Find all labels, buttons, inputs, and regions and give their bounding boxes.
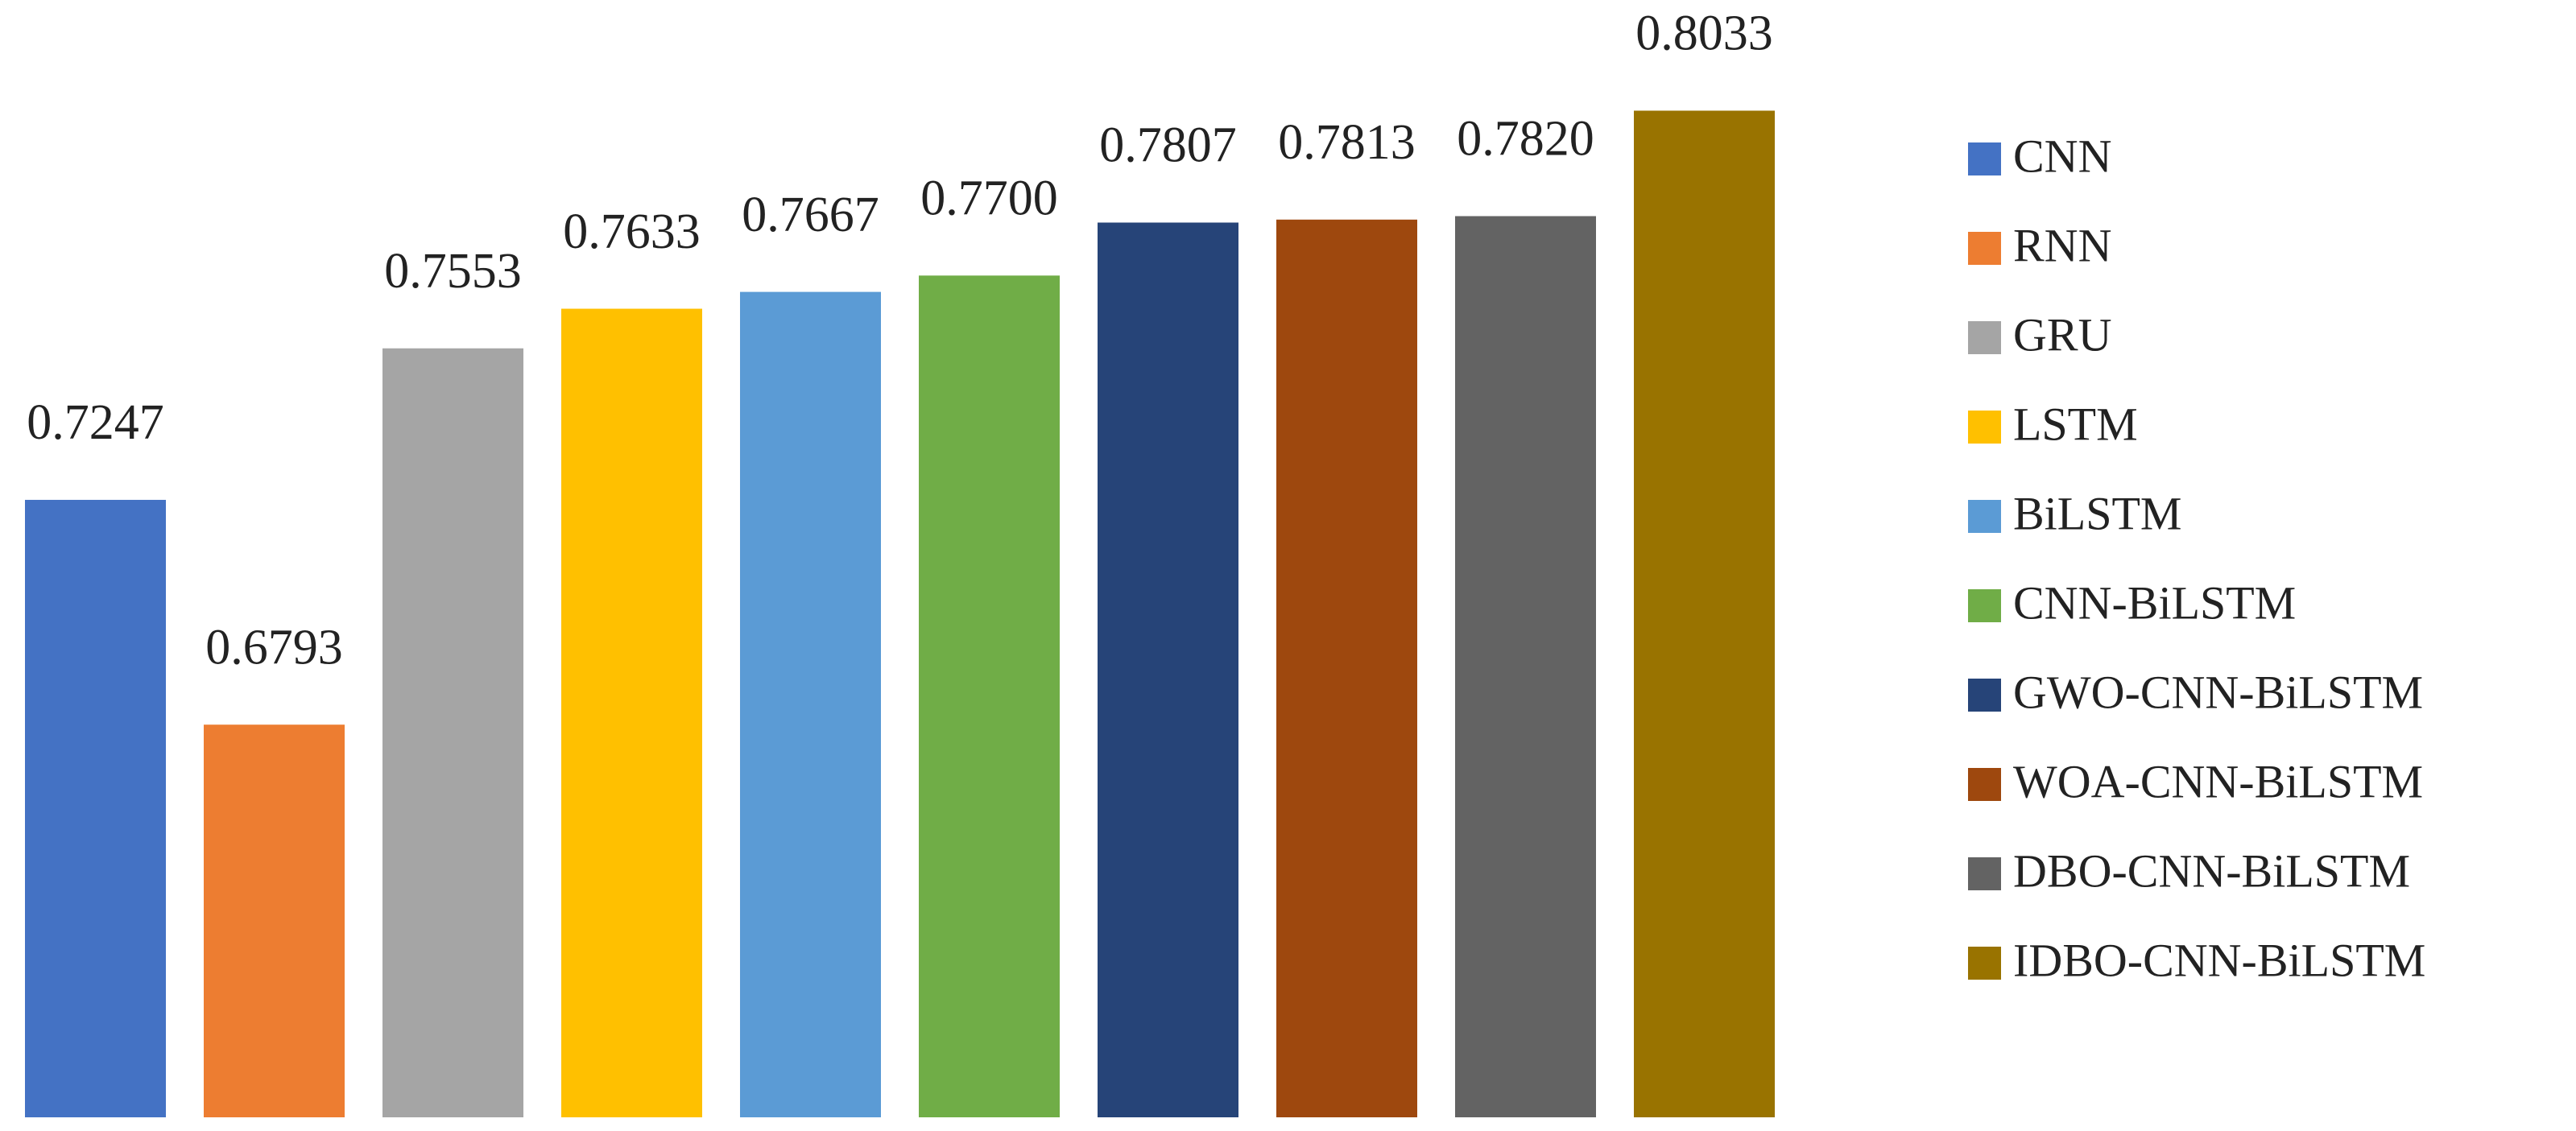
legend-swatch bbox=[1968, 500, 2001, 533]
legend-swatch bbox=[1968, 947, 2001, 980]
legend-label: CNN bbox=[2013, 130, 2111, 182]
value-label: 0.7700 bbox=[920, 171, 1058, 226]
legend-swatch bbox=[1968, 232, 2001, 265]
legend-swatch bbox=[1968, 768, 2001, 801]
legend-swatch bbox=[1968, 857, 2001, 890]
legend-label: GRU bbox=[2013, 308, 2111, 361]
bar bbox=[1098, 222, 1238, 1117]
bar bbox=[382, 348, 523, 1118]
legend-label: CNN-BiLSTM bbox=[2013, 576, 2296, 629]
legend-swatch bbox=[1968, 142, 2001, 175]
value-label: 0.7667 bbox=[742, 188, 879, 242]
legend-label: RNN bbox=[2013, 219, 2111, 271]
value-label: 0.7807 bbox=[1099, 118, 1237, 173]
legend-label: IDBO-CNN-BiLSTM bbox=[2013, 934, 2425, 986]
legend-swatch bbox=[1968, 589, 2001, 622]
value-label: 0.6793 bbox=[205, 620, 343, 675]
legend-label: GWO-CNN-BiLSTM bbox=[2013, 666, 2423, 718]
legend-label: BiLSTM bbox=[2013, 487, 2182, 539]
value-label: 0.7553 bbox=[384, 244, 522, 299]
bar bbox=[25, 499, 166, 1117]
legend-swatch bbox=[1968, 321, 2001, 354]
value-label: 0.7820 bbox=[1457, 112, 1594, 167]
value-label: 0.7633 bbox=[563, 204, 701, 259]
legend-swatch bbox=[1968, 679, 2001, 712]
bar bbox=[561, 308, 702, 1117]
bar bbox=[740, 291, 881, 1118]
value-label: 0.8033 bbox=[1635, 6, 1773, 61]
bar bbox=[1276, 219, 1417, 1117]
bar bbox=[919, 275, 1060, 1118]
legend-label: DBO-CNN-BiLSTM bbox=[2013, 844, 2410, 897]
legend-label: LSTM bbox=[2013, 398, 2138, 450]
legend-label: WOA-CNN-BiLSTM bbox=[2013, 755, 2423, 807]
value-label: 0.7813 bbox=[1278, 115, 1416, 170]
bar bbox=[204, 724, 345, 1117]
value-label: 0.7247 bbox=[27, 395, 164, 450]
bar bbox=[1634, 110, 1775, 1117]
legend-swatch bbox=[1968, 411, 2001, 444]
bar bbox=[1455, 216, 1596, 1117]
